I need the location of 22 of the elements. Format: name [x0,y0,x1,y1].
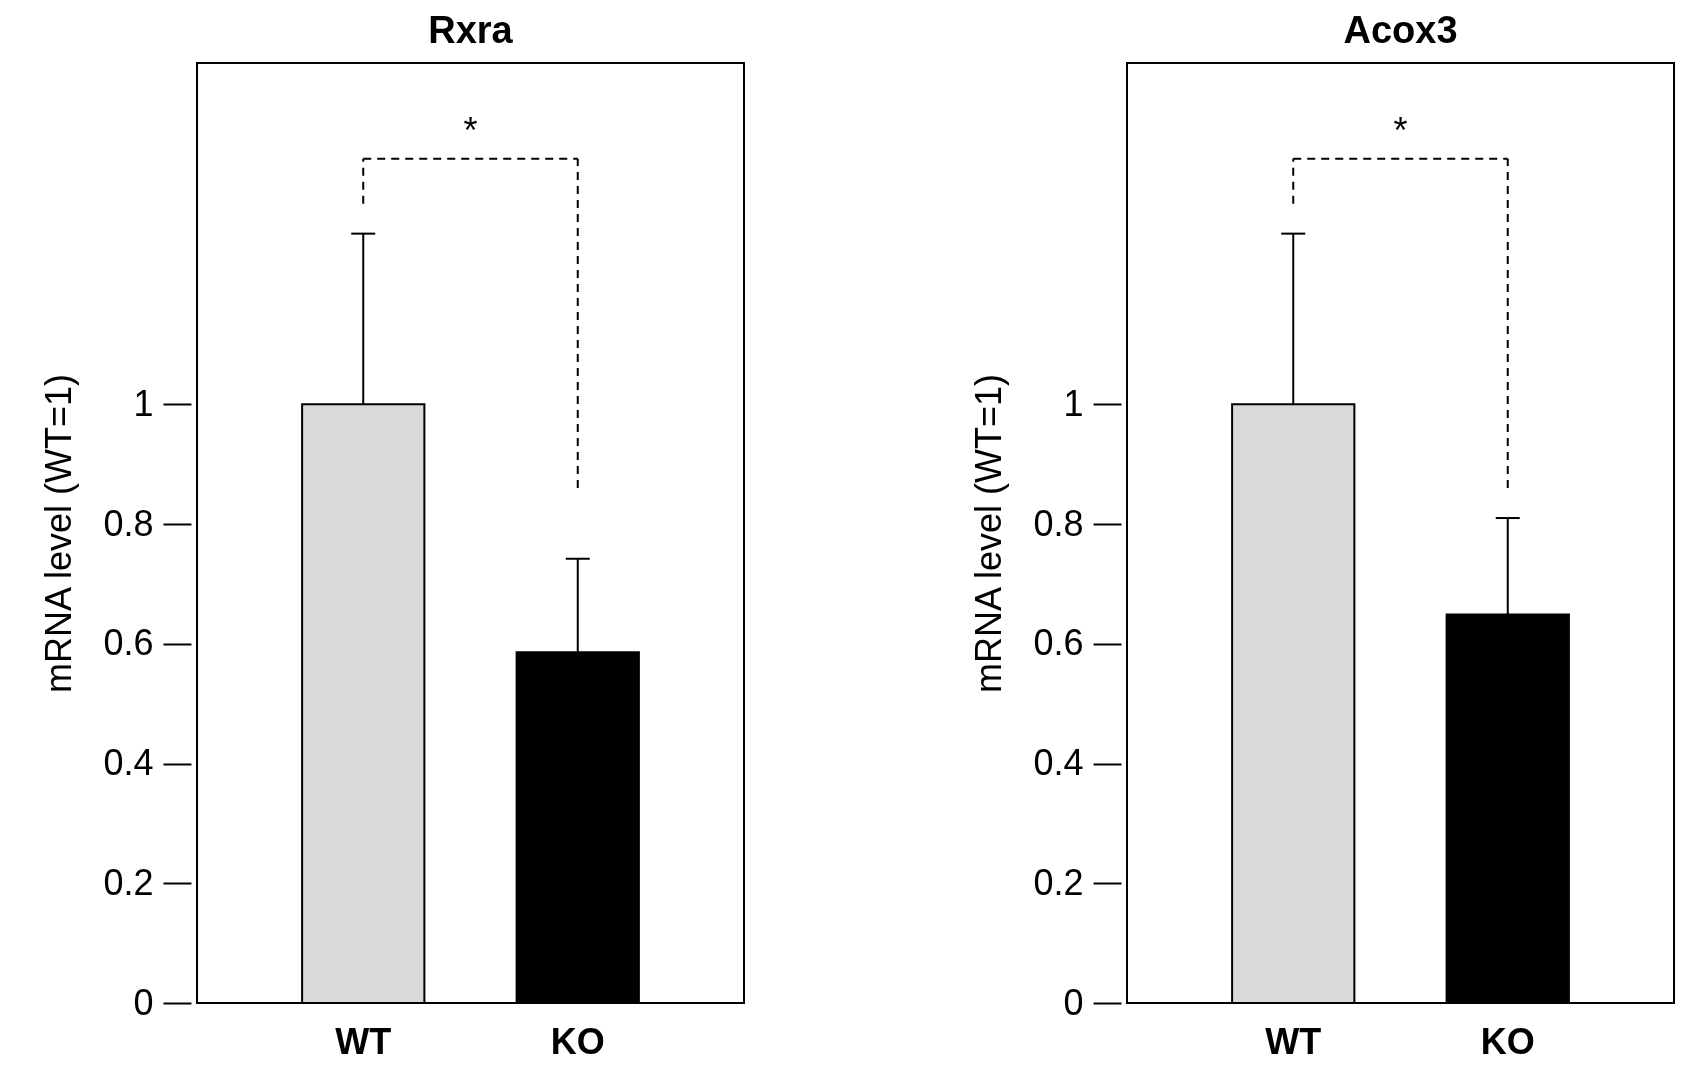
y-tick-label: 0.4 [1033,742,1084,784]
x-tick-label: KO [550,1020,605,1062]
y-tick-label: 0 [133,981,154,1023]
y-tick-label: 1 [133,382,154,424]
annotation: * [463,109,478,151]
y-tick-label: 0.8 [103,502,154,544]
y-tick-label: 0.2 [103,861,154,903]
chart-title: Acox3 [1343,9,1458,51]
x-tick-label: WT [335,1020,392,1062]
chart-title: Rxra [428,9,514,51]
y-axis-title: mRNA level (WT=1) [968,373,1010,694]
y-tick-label: 0.6 [103,622,154,664]
y-axis-title: mRNA level (WT=1) [38,373,80,694]
y-tick-label: 0.8 [1033,502,1084,544]
y-tick-label: 0 [1063,981,1084,1023]
x-tick-label: WT [1265,1020,1322,1062]
y-tick-label: 0.6 [1033,622,1084,664]
y-tick-label: 1 [1063,382,1084,424]
y-tick-label: 0.2 [1033,861,1084,903]
x-tick-label: KO [1480,1020,1535,1062]
y-tick-label: 0.4 [103,742,154,784]
annotation: * [1393,109,1408,151]
